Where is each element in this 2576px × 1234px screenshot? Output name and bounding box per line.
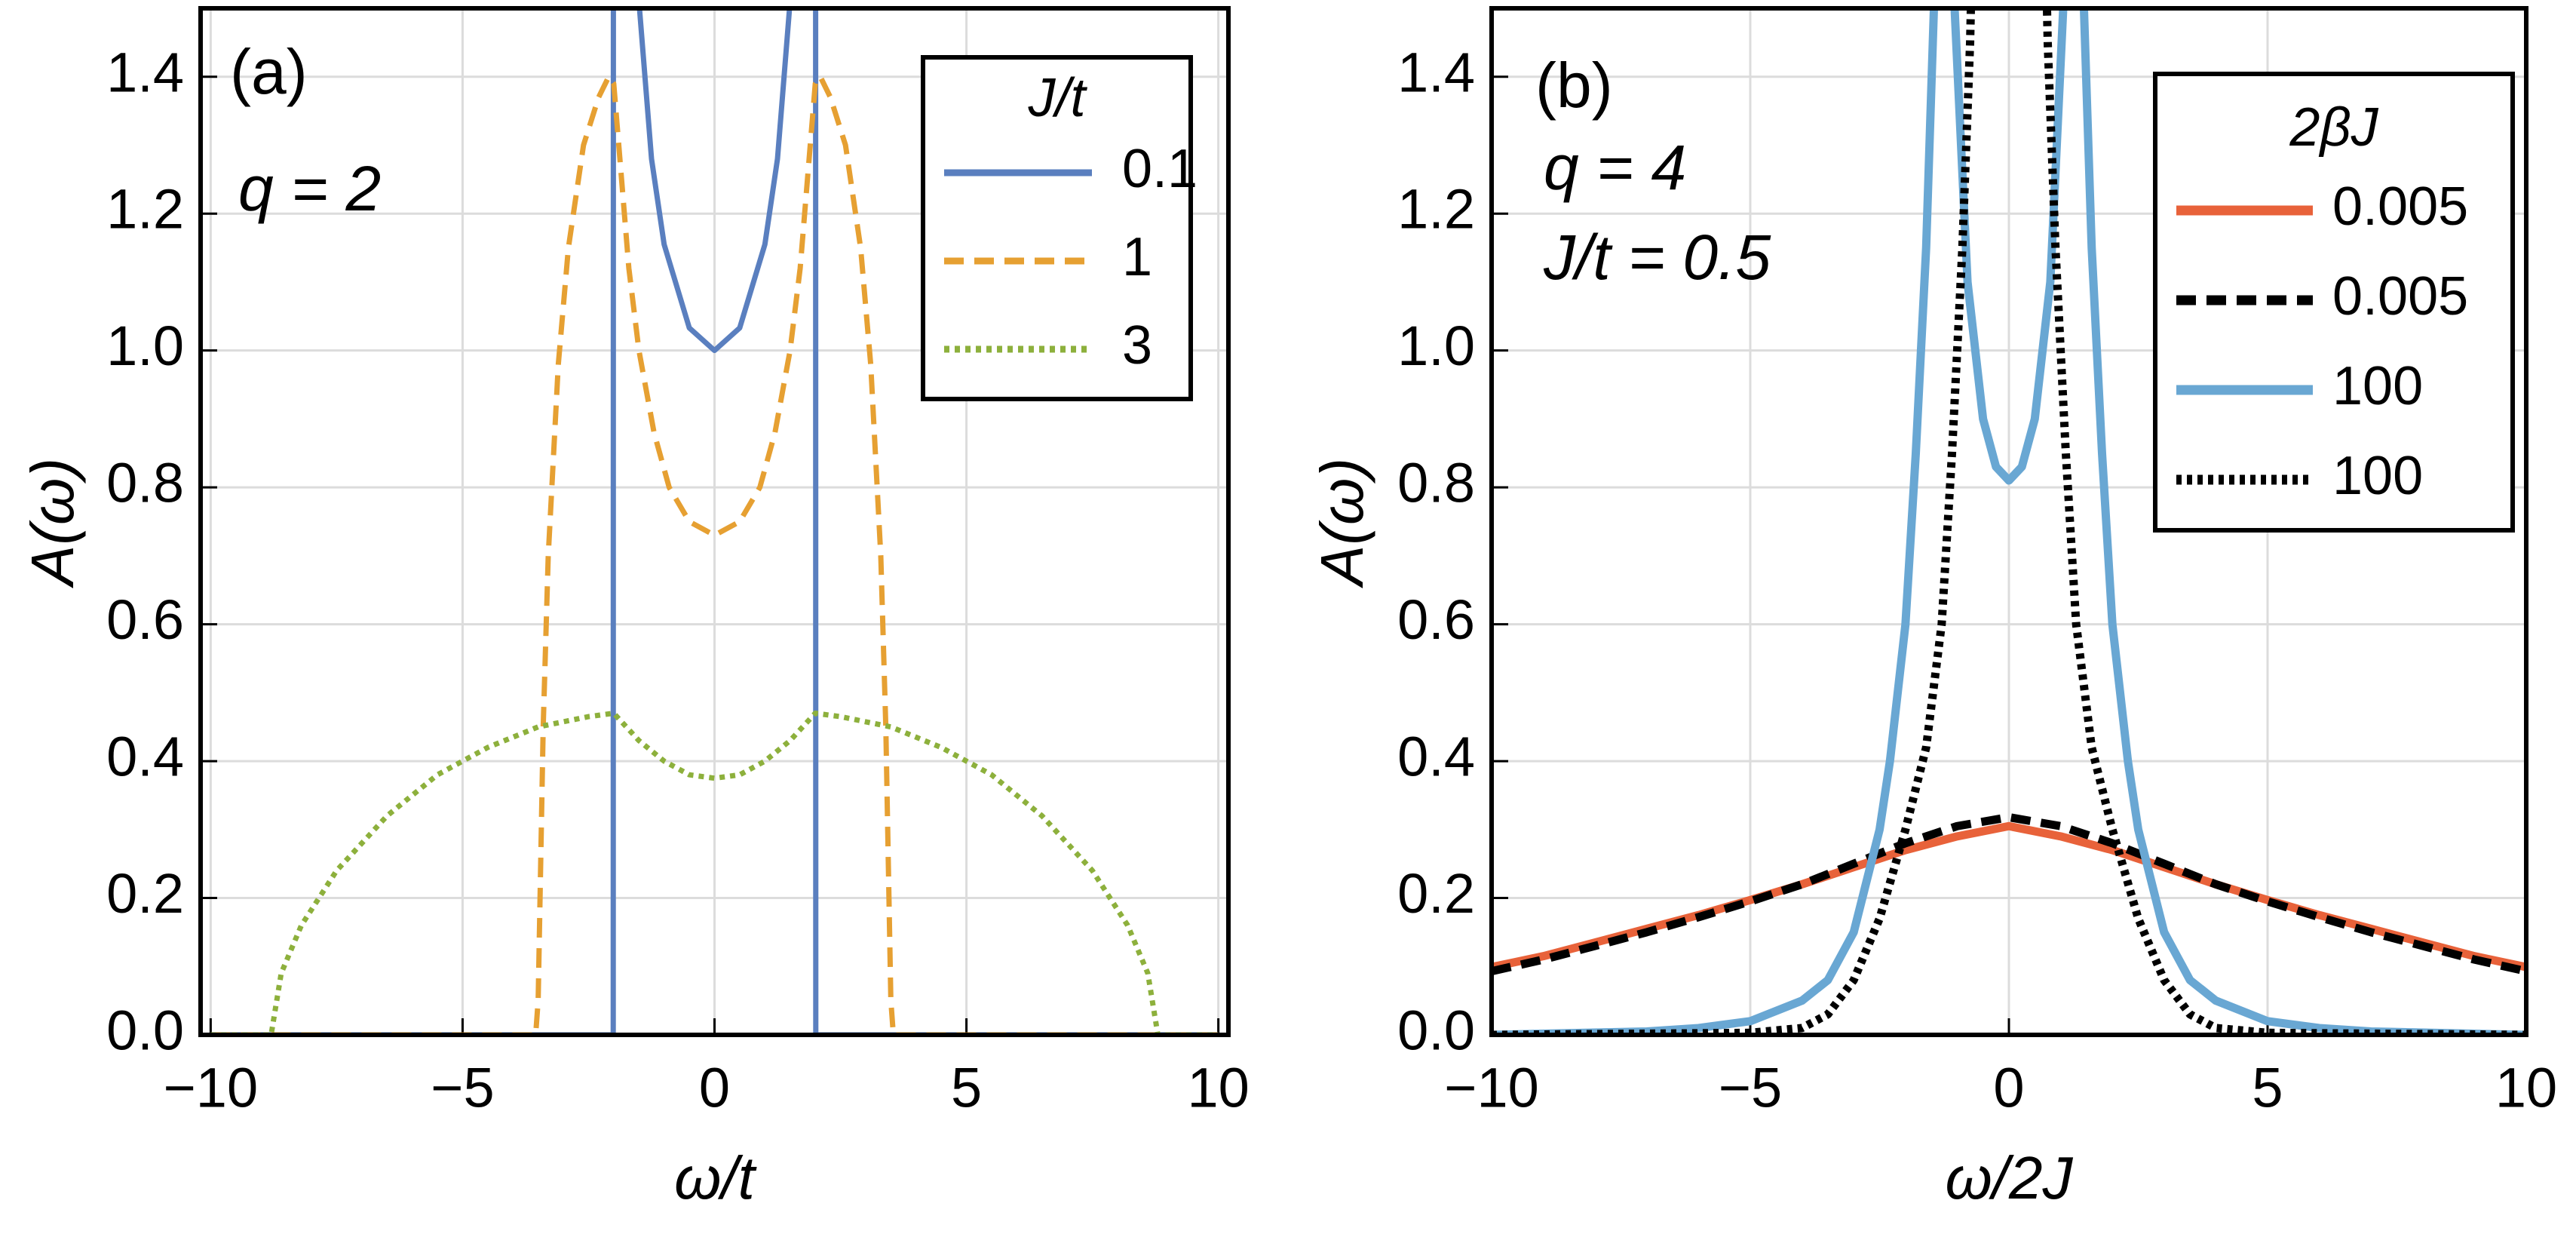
- y-tick-label: 0.6: [1397, 588, 1475, 651]
- y-tick-label: 1.0: [106, 315, 184, 377]
- plot-lines: [210, 8, 1219, 1035]
- plot-frame: [1489, 6, 2528, 1037]
- series-line: [210, 711, 1219, 1035]
- legend-label: 0.005: [2332, 266, 2468, 327]
- y-axis-label: A(ω): [1308, 458, 1375, 588]
- series-line: [210, 74, 1219, 1035]
- x-tick-label: 0: [1993, 1057, 2024, 1119]
- y-tick-label: 0.8: [1397, 452, 1475, 514]
- legend-label: 0.005: [2332, 177, 2468, 237]
- x-tick-label: 10: [2495, 1057, 2557, 1119]
- series-line: [210, 8, 1219, 1035]
- legend-box: [921, 55, 1193, 401]
- y-tick-label: 1.4: [106, 41, 184, 103]
- annotation: q = 4: [1544, 132, 1686, 203]
- legend-label: 100: [2332, 446, 2423, 506]
- y-tick-label: 0.6: [106, 588, 184, 651]
- annotation: J/t = 0.5: [1543, 222, 1771, 293]
- y-tick-label: 0.4: [1397, 726, 1475, 788]
- x-tick-label: −10: [164, 1057, 259, 1119]
- plot-lines: [1492, 8, 2526, 1035]
- y-tick-label: 0.0: [106, 999, 184, 1062]
- x-tick-label: 0: [699, 1057, 730, 1119]
- y-tick-label: 0.4: [106, 726, 184, 788]
- annotation: q = 2: [238, 153, 381, 224]
- x-tick-label: 5: [2252, 1057, 2283, 1119]
- legend-label: 100: [2332, 356, 2423, 416]
- y-tick-label: 1.4: [1397, 41, 1475, 103]
- y-tick-label: 0.2: [1397, 862, 1475, 925]
- y-axis-label: A(ω): [19, 458, 86, 588]
- annotation: (a): [230, 36, 308, 107]
- panel: −10 −5 0 5 10 0.0 0.2 0.4 0.6 0.8 1.0 1.2 1.4 2βJ 0.00…: [1308, 6, 2557, 1211]
- x-axis-label: ω/2J: [1945, 1144, 2073, 1211]
- y-tick-label: 0.8: [106, 452, 184, 514]
- legend-title: 2βJ: [2289, 97, 2378, 158]
- legend-label: 1: [1122, 227, 1152, 287]
- x-tick-label: 5: [951, 1057, 982, 1119]
- panel: −10 −5 0 5 10 0.0 0.2 0.4 0.6 0.8 1.0 1.2 1.4 J/t 0.1 1…: [19, 6, 1250, 1211]
- y-tick-label: 1.2: [1397, 178, 1475, 241]
- x-tick-label: −5: [431, 1057, 494, 1119]
- x-tick-label: −5: [1719, 1057, 1782, 1119]
- x-tick-label: −10: [1444, 1057, 1539, 1119]
- legend-title: J/t: [1027, 68, 1087, 128]
- annotation: (b): [1535, 50, 1613, 121]
- legend-label: 3: [1122, 315, 1152, 376]
- y-tick-label: 1.2: [106, 178, 184, 241]
- y-tick-label: 0.2: [106, 862, 184, 925]
- plot-frame: [198, 6, 1231, 1037]
- series-line: [1492, 8, 2526, 1035]
- x-tick-label: 10: [1187, 1057, 1249, 1119]
- legend-label: 0.1: [1122, 139, 1198, 199]
- series-line: [1492, 821, 2526, 972]
- x-axis-label: ω/t: [674, 1144, 757, 1211]
- y-tick-label: 0.0: [1397, 999, 1475, 1062]
- y-tick-label: 1.0: [1397, 315, 1475, 377]
